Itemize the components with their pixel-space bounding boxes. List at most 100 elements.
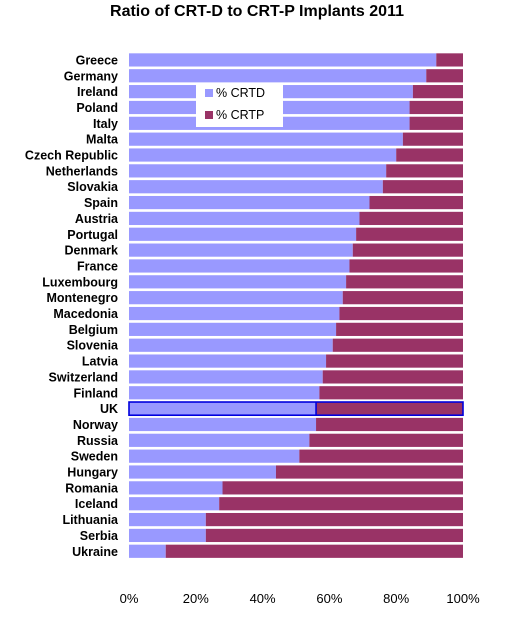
bar-finland--crtd [129, 386, 320, 400]
bar-italy--crtp [409, 116, 463, 130]
bar-lithuania--crtd [129, 512, 206, 527]
x-tick-label-3: 60% [316, 591, 342, 606]
bar-greece--crtp [436, 53, 463, 67]
bar-germany--crtd [129, 69, 427, 83]
bar-slovenia--crtd [129, 338, 333, 352]
category-label-malta: Malta [86, 133, 119, 147]
category-label-ukraine: Ukraine [72, 545, 118, 559]
bar-malta--crtp [402, 132, 463, 146]
bar-romania--crtp [222, 481, 463, 495]
x-tick-label-5: 100% [446, 591, 480, 606]
bar-finland--crtp [319, 386, 463, 400]
category-label-poland: Poland [76, 101, 118, 115]
bar-luxembourg--crtd [129, 275, 347, 289]
bar-russia--crtp [309, 433, 463, 447]
legend-swatch-crtp [205, 111, 213, 119]
category-label-luxembourg: Luxembourg [42, 275, 118, 289]
category-label-denmark: Denmark [65, 244, 119, 258]
bar-netherlands--crtd [129, 164, 387, 178]
category-label-spain: Spain [84, 196, 118, 210]
category-label-netherlands: Netherlands [46, 164, 118, 178]
category-label-montenegro: Montenegro [46, 291, 118, 305]
bar-austria--crtp [359, 211, 463, 226]
bar-lithuania--crtp [205, 512, 463, 527]
category-label-norway: Norway [73, 418, 118, 432]
bar-ukraine--crtd [129, 544, 166, 558]
bar-sweden--crtd [129, 449, 300, 463]
bar-latvia--crtd [129, 354, 327, 368]
category-label-czech-republic: Czech Republic [25, 149, 118, 163]
category-label-switzerland: Switzerland [49, 370, 118, 384]
bar-denmark--crtp [352, 243, 463, 257]
bar-spain--crtd [129, 195, 370, 210]
bar-norway--crtp [316, 417, 463, 432]
bar-iceland--crtd [129, 497, 220, 511]
bar-spain--crtp [369, 195, 463, 210]
bar-switzerland--crtp [322, 370, 463, 384]
category-label-slovenia: Slovenia [67, 339, 119, 353]
bar-montenegro--crtd [129, 291, 343, 305]
chart-title: Ratio of CRT-D to CRT-P Implants 2011 [110, 3, 404, 20]
category-label-portugal: Portugal [67, 228, 118, 242]
category-label-ireland: Ireland [77, 85, 118, 99]
bar-serbia--crtp [205, 528, 463, 543]
category-label-france: France [77, 259, 118, 273]
category-label-greece: Greece [76, 53, 118, 67]
bar-netherlands--crtp [386, 164, 463, 178]
bar-belgium--crtd [129, 322, 337, 336]
bar-latvia--crtp [326, 354, 463, 368]
category-label-belgium: Belgium [69, 323, 118, 337]
bar-sweden--crtp [299, 449, 463, 463]
category-label-serbia: Serbia [80, 529, 119, 543]
category-label-slovakia: Slovakia [67, 180, 119, 194]
category-label-russia: Russia [77, 434, 119, 448]
x-tick-label-0: 0% [120, 591, 139, 606]
category-label-latvia: Latvia [82, 355, 119, 369]
bar-hungary--crtd [129, 465, 276, 479]
legend-label-crtp: % CRTP [216, 108, 264, 122]
legend-label-crtd: % CRTD [216, 86, 265, 100]
bar-slovakia--crtp [382, 180, 463, 194]
bar-czech-republic--crtd [129, 148, 397, 162]
category-label-finland: Finland [74, 386, 118, 400]
category-labels: Greece Germany Ireland Poland Italy Malta Czec… [25, 53, 119, 558]
legend-swatch-crtd [205, 89, 213, 97]
category-label-lithuania: Lithuania [62, 513, 119, 527]
bar-norway--crtd [129, 417, 317, 432]
bar-poland--crtp [409, 100, 463, 115]
category-label-germany: Germany [64, 69, 118, 83]
x-axis-ticks: 0% 20% 40% 60% 80% 100% [120, 591, 480, 606]
highlight-outline-uk [128, 401, 464, 417]
legend: % CRTD % CRTP [196, 83, 283, 127]
bar-uk--crtp [316, 402, 463, 416]
bar-hungary--crtp [275, 465, 463, 479]
category-label-italy: Italy [93, 117, 118, 131]
bar-austria--crtd [129, 211, 360, 226]
bar-czech-republic--crtp [396, 148, 463, 162]
bar-serbia--crtd [129, 528, 206, 543]
bar-slovenia--crtp [332, 338, 463, 352]
x-tick-label-1: 20% [183, 591, 209, 606]
bar-macedonia--crtp [339, 306, 463, 321]
bar-romania--crtd [129, 481, 223, 495]
bar-russia--crtd [129, 433, 310, 447]
x-tick-label-2: 40% [250, 591, 276, 606]
bar-ukraine--crtp [165, 544, 464, 558]
bar-group [128, 53, 464, 558]
bar-portugal--crtd [129, 227, 357, 241]
bar-luxembourg--crtp [346, 275, 463, 289]
bar-uk--crtd [129, 402, 317, 416]
bar-slovakia--crtd [129, 180, 383, 194]
bar-iceland--crtp [219, 497, 463, 511]
bar-ireland--crtp [412, 85, 463, 99]
category-label-austria: Austria [75, 212, 119, 226]
bar-switzerland--crtd [129, 370, 323, 384]
bar-malta--crtd [129, 132, 403, 146]
bar-montenegro--crtp [342, 291, 463, 305]
bar-france--crtp [349, 259, 463, 273]
category-label-romania: Romania [65, 481, 119, 495]
bar-belgium--crtp [336, 322, 463, 336]
x-tick-label-4: 80% [383, 591, 409, 606]
bar-denmark--crtd [129, 243, 353, 257]
category-label-macedonia: Macedonia [53, 307, 119, 321]
